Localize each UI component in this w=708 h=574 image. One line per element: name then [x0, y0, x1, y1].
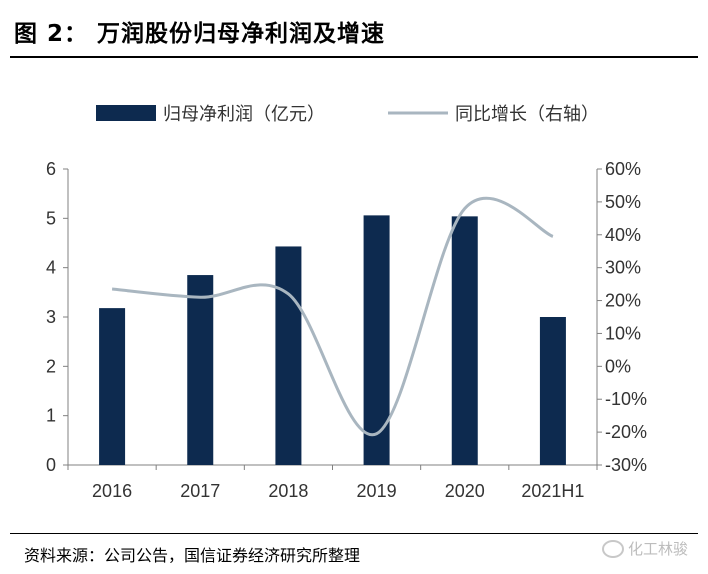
- wechat-icon: [601, 539, 624, 558]
- x-tick-label: 2016: [92, 481, 132, 501]
- bar: [539, 317, 566, 465]
- right-tick-label: 0%: [605, 356, 631, 376]
- right-tick-label: 20%: [605, 291, 641, 311]
- left-tick-label: 3: [46, 307, 56, 327]
- legend-line-label: 同比增长（右轴）: [455, 104, 599, 125]
- left-tick-label: 1: [46, 406, 56, 426]
- bar: [451, 216, 478, 465]
- x-tick-label: 2018: [268, 481, 308, 501]
- right-tick-label: 30%: [605, 258, 641, 278]
- left-tick-label: 2: [46, 356, 56, 376]
- legend-bar-label: 归母净利润（亿元）: [163, 104, 325, 125]
- watermark: 化工林骏: [601, 538, 688, 559]
- chart-title: 图 2： 万润股份归母净利润及增速: [14, 21, 386, 47]
- x-tick-label: 2021H1: [521, 481, 584, 501]
- x-tick-label: 2017: [180, 481, 220, 501]
- right-tick-label: 50%: [605, 192, 641, 212]
- bar: [187, 275, 214, 465]
- left-tick-label: 5: [46, 208, 56, 228]
- footer-divider: [10, 533, 698, 534]
- bar: [99, 308, 126, 465]
- source-note: 资料来源：公司公告，国信证券经济研究所整理: [24, 546, 361, 565]
- growth-line: [111, 196, 554, 437]
- watermark-text: 化工林骏: [627, 540, 688, 558]
- bar: [275, 246, 302, 465]
- x-tick-label: 2020: [445, 481, 485, 501]
- left-tick-label: 6: [46, 159, 56, 179]
- right-tick-label: 40%: [605, 225, 641, 245]
- title-divider: [10, 56, 698, 58]
- right-tick-label: 10%: [605, 323, 641, 343]
- legend-bar-swatch: [96, 105, 156, 121]
- right-tick-label: -20%: [605, 422, 647, 442]
- left-tick-label: 0: [46, 455, 56, 475]
- right-tick-label: -30%: [605, 455, 647, 475]
- right-tick-label: 60%: [605, 159, 641, 179]
- right-tick-label: -10%: [605, 389, 647, 409]
- x-tick-label: 2019: [357, 481, 397, 501]
- bar: [363, 215, 390, 465]
- left-tick-label: 4: [46, 258, 56, 278]
